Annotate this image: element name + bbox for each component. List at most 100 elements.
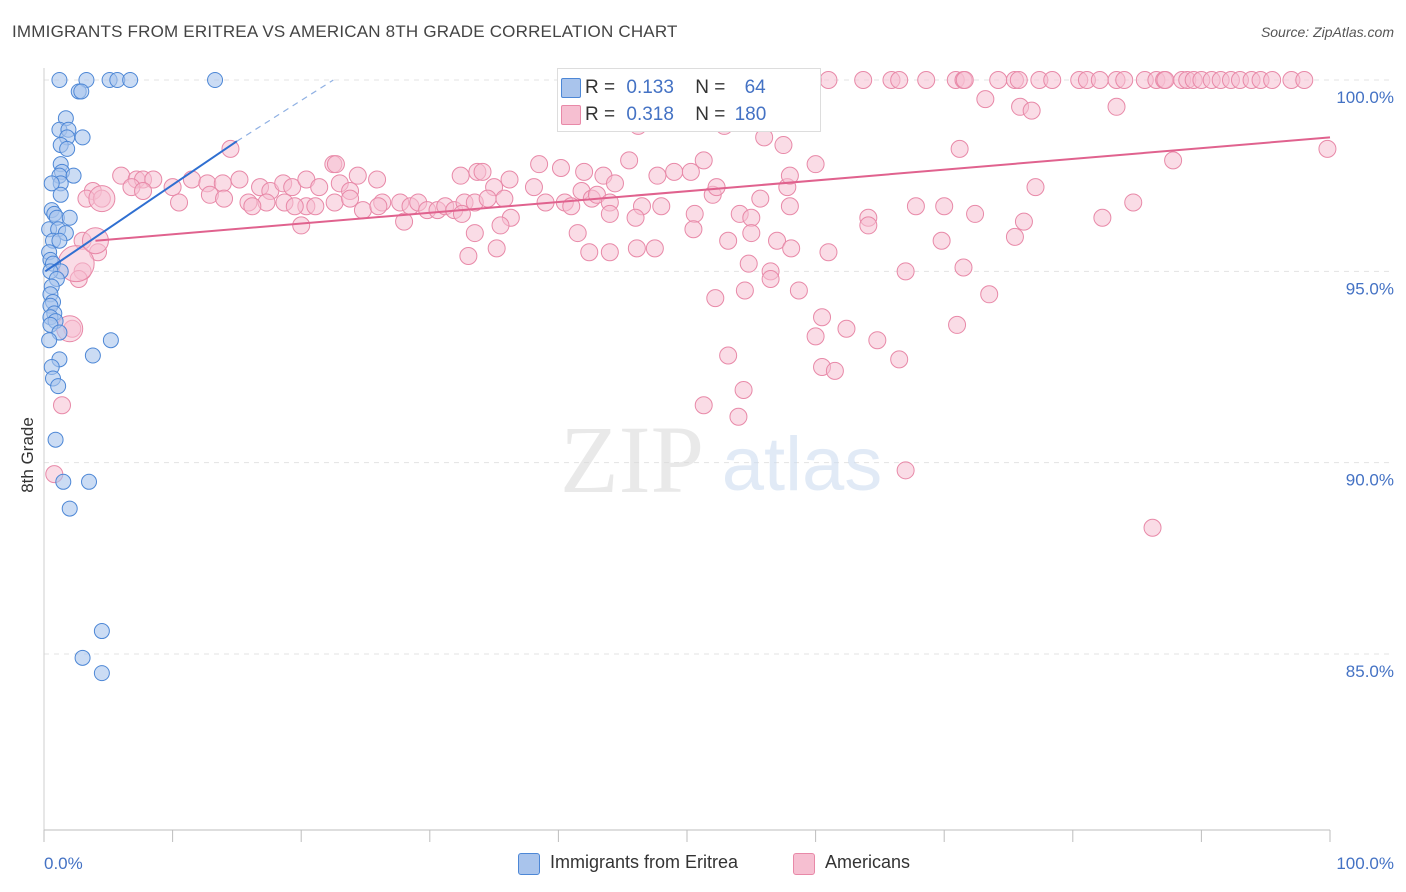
american-point — [575, 162, 594, 181]
american-point — [348, 166, 367, 185]
american-point — [568, 224, 587, 243]
american-point — [742, 208, 761, 227]
eritrea-point — [55, 473, 72, 490]
eritrea-point — [73, 83, 90, 100]
legend-r-label: R = — [585, 104, 616, 125]
watermark-atlas: atlas — [722, 422, 883, 507]
american-point — [681, 162, 700, 181]
american-point — [1263, 71, 1282, 89]
american-point — [283, 178, 302, 197]
american-point — [859, 216, 878, 235]
eritrea-point — [74, 129, 91, 146]
eritrea-point — [93, 665, 110, 682]
american-point — [182, 170, 201, 189]
american-point — [292, 216, 311, 235]
american-point — [734, 380, 753, 399]
american-point — [605, 174, 624, 193]
american-point — [325, 193, 344, 212]
american-point — [341, 189, 360, 208]
american-point — [395, 212, 414, 231]
legend-r-value: 0.133 — [626, 77, 674, 98]
american-point — [551, 159, 570, 178]
american-point — [478, 189, 497, 208]
american-point — [896, 262, 915, 281]
x-axis — [43, 68, 1331, 842]
american-point — [684, 220, 703, 239]
american-point — [780, 197, 799, 216]
eritrea-point — [61, 209, 78, 226]
y-tick-label: 100.0% — [1336, 88, 1394, 107]
eritrea-point — [207, 72, 224, 88]
american-point — [948, 315, 967, 334]
x-tick-min: 0.0% — [44, 854, 83, 873]
american-point — [751, 189, 770, 208]
american-point — [648, 166, 667, 185]
eritrea-point — [65, 167, 82, 184]
eritrea-point — [102, 332, 119, 349]
legend-n-label: N = — [695, 77, 726, 98]
american-point — [285, 197, 304, 216]
american-point — [627, 239, 646, 258]
legend: R = 0.133 N = 64 R = 0.318 N = 180 — [557, 68, 821, 132]
american-point — [966, 204, 985, 223]
eritrea-point — [50, 378, 67, 395]
chart-title: IMMIGRANTS FROM ERITREA VS AMERICAN 8TH … — [12, 22, 678, 41]
american-point — [906, 197, 925, 216]
y-axis-label: 8th Grade — [18, 417, 37, 493]
eritrea-point — [51, 232, 68, 249]
american-point — [1107, 97, 1126, 116]
american-point — [459, 247, 478, 266]
american-point — [739, 254, 758, 273]
american-point — [954, 258, 973, 277]
eritrea-point — [59, 140, 76, 157]
american-point — [243, 197, 262, 216]
american-point — [465, 224, 484, 243]
eritrea-point — [84, 347, 101, 364]
eritrea-point — [43, 175, 60, 192]
american-point — [1022, 101, 1041, 120]
american-point — [310, 178, 329, 197]
american-point — [530, 155, 549, 174]
american-point — [1156, 71, 1175, 89]
american-point — [353, 201, 372, 220]
american-point — [1115, 71, 1134, 89]
american-point — [932, 231, 951, 250]
american-point — [955, 71, 974, 89]
american-point — [742, 224, 761, 243]
legend-row-eritrea: R = 0.133 N = 64 — [561, 77, 766, 99]
american-point — [170, 193, 189, 212]
american-point — [761, 269, 780, 288]
legend-n-value: 64 — [744, 77, 766, 98]
americans-points — [45, 71, 1337, 537]
american-point — [600, 204, 619, 223]
american-point — [719, 346, 738, 365]
legend-r-value: 0.318 — [626, 104, 674, 125]
y-tick-label: 90.0% — [1346, 471, 1394, 490]
american-point — [134, 181, 153, 200]
american-point — [1026, 178, 1045, 197]
american-point — [782, 239, 801, 258]
american-point — [620, 151, 639, 170]
eritrea-points — [41, 72, 224, 682]
american-point — [524, 178, 543, 197]
american-point — [806, 327, 825, 346]
eritrea-point — [81, 473, 98, 490]
watermark-zip: ZIP — [560, 406, 704, 513]
bottom-legend: Immigrants from Eritrea Americans — [0, 852, 1406, 878]
american-point — [645, 239, 664, 258]
american-point — [729, 407, 748, 426]
eritrea-point — [47, 431, 64, 448]
american-point — [1318, 139, 1337, 158]
american-point — [1143, 518, 1162, 537]
american-point — [652, 197, 671, 216]
american-point — [580, 243, 599, 262]
american-point — [473, 162, 492, 181]
american-point — [780, 166, 799, 185]
american-point — [706, 289, 725, 308]
american-point — [935, 197, 954, 216]
american-point — [369, 197, 388, 216]
american-point — [854, 71, 873, 89]
american-point — [1295, 71, 1314, 89]
legend-n-value: 180 — [734, 104, 767, 125]
american-point — [825, 361, 844, 380]
